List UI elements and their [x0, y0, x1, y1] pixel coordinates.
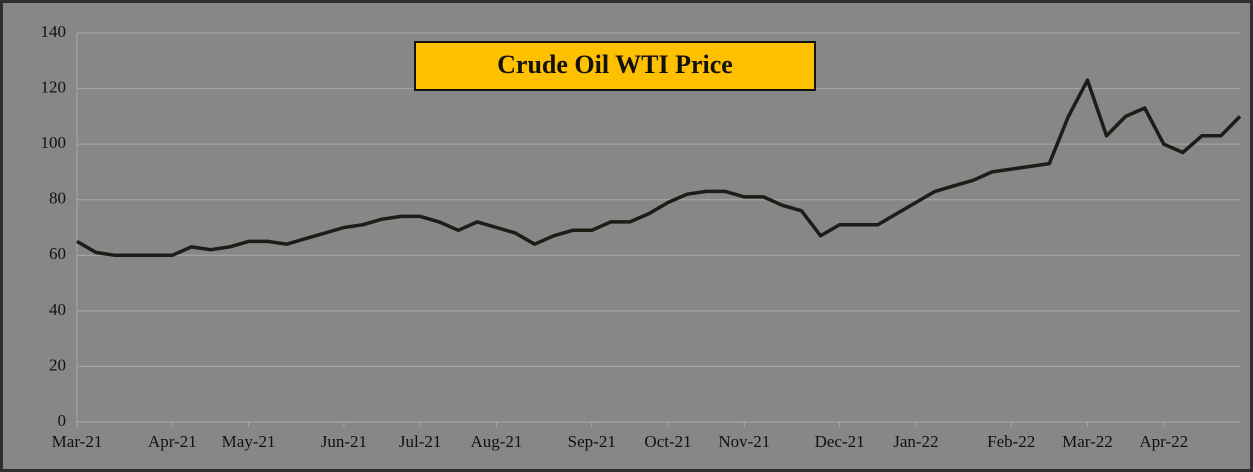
y-tick-label: 120 — [41, 77, 67, 96]
x-tick-label: Jan-22 — [893, 432, 938, 451]
y-tick-label: 0 — [58, 411, 67, 430]
chart: 0 20 40 60 80 100 120 140 Mar-21 Apr-21 May-21 Jun-… — [0, 0, 1253, 472]
x-tick-label: Mar-22 — [1062, 432, 1113, 451]
x-tick-label: Jun-21 — [321, 432, 367, 451]
x-tick-label: Nov-21 — [718, 432, 770, 451]
y-tick-label: 20 — [49, 355, 66, 374]
chart-title: Crude Oil WTI Price — [497, 50, 733, 79]
x-tick-label: Sep-21 — [568, 432, 616, 451]
x-tick-label: May-21 — [222, 432, 276, 451]
y-tick-label: 60 — [49, 244, 66, 263]
y-tick-label: 40 — [49, 300, 66, 319]
x-tick-label: Apr-21 — [148, 432, 197, 451]
x-tick-label: Jul-21 — [399, 432, 442, 451]
x-tick-label: Feb-22 — [987, 432, 1035, 451]
x-tick-label: Oct-21 — [644, 432, 691, 451]
x-tick-label: Aug-21 — [470, 432, 522, 451]
y-tick-label: 80 — [49, 189, 66, 208]
x-tick-label: Mar-21 — [52, 432, 103, 451]
y-tick-label: 100 — [41, 133, 67, 152]
x-tick-label: Dec-21 — [815, 432, 865, 451]
x-tick-label: Apr-22 — [1139, 432, 1188, 451]
y-tick-label: 140 — [41, 22, 67, 41]
